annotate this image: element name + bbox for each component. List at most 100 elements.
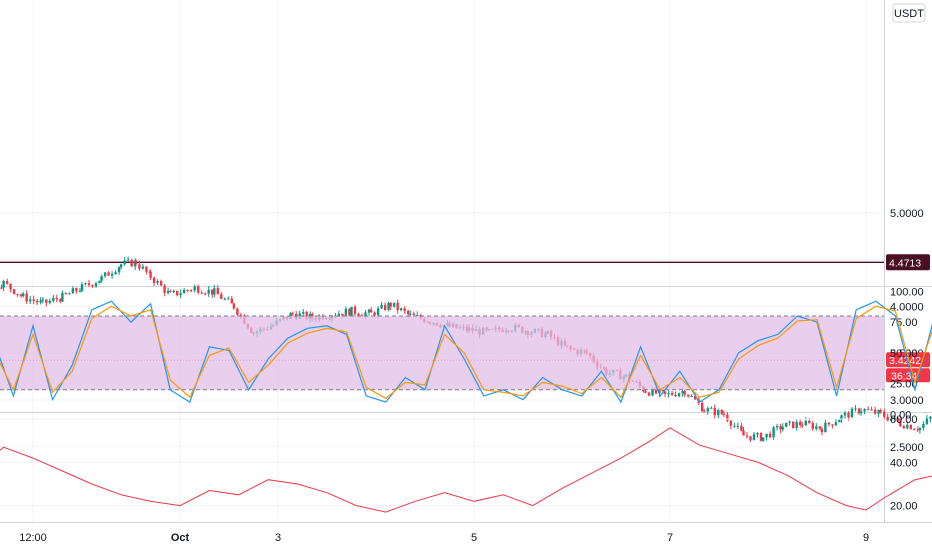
- candle-body: [353, 306, 357, 314]
- candle-body: [239, 314, 243, 316]
- candle-body: [130, 259, 133, 267]
- candle-body: [873, 409, 877, 414]
- candle-body: [756, 433, 759, 435]
- candle-body: [779, 425, 782, 430]
- candle-body: [41, 299, 44, 301]
- candle-body: [889, 419, 893, 421]
- candle-body: [667, 392, 670, 394]
- candle-body: [399, 308, 403, 311]
- candle-body: [75, 288, 78, 292]
- candle-body: [45, 299, 48, 303]
- candle-body: [749, 436, 752, 440]
- candle-body: [48, 300, 51, 303]
- candle-body: [94, 283, 98, 287]
- candle-body: [59, 299, 62, 302]
- candle-body: [22, 293, 25, 297]
- candle-body: [916, 429, 919, 431]
- candle-body: [291, 313, 294, 315]
- candle-body: [772, 427, 775, 438]
- candle-body: [182, 289, 186, 294]
- candle-body: [71, 288, 75, 294]
- candle-body: [929, 416, 932, 419]
- candle-body: [110, 273, 114, 276]
- oscillator-tick-label: 75.00: [890, 317, 918, 329]
- candle-body: [893, 417, 896, 420]
- time-tick-label: 7: [667, 532, 673, 544]
- candle-body: [879, 410, 882, 412]
- candle-body: [186, 289, 189, 291]
- candle-body: [742, 430, 745, 436]
- candle-body: [775, 425, 779, 428]
- oscillator-panel[interactable]: 100.00 75.00 50.00 25.00 0.00: [0, 286, 932, 421]
- price-tick-label: 2.5000: [890, 442, 924, 454]
- candle-body: [838, 419, 841, 423]
- candle-body: [64, 292, 68, 294]
- candle-body: [369, 309, 373, 313]
- candle-body: [169, 291, 172, 293]
- candle-body: [134, 260, 138, 265]
- candle-body: [843, 412, 847, 416]
- candle-body: [337, 313, 341, 316]
- candle-body: [91, 285, 94, 287]
- price-tick-label: 5.0000: [890, 208, 924, 220]
- candle-body: [2, 280, 5, 288]
- candle-body: [152, 277, 156, 283]
- adx-panel[interactable]: 60.00 40.00 20.00: [0, 414, 932, 513]
- candle-body: [117, 267, 121, 273]
- candle-body: [913, 429, 916, 431]
- candle-body: [387, 303, 390, 310]
- candle-body: [886, 416, 889, 421]
- candle-body: [791, 421, 795, 429]
- candle-body: [870, 409, 873, 411]
- candle-body: [149, 271, 152, 278]
- candle-body: [713, 407, 716, 416]
- candle-body: [717, 409, 720, 416]
- candle-body: [827, 422, 831, 425]
- candle-body: [193, 286, 196, 288]
- candle-body: [376, 308, 380, 316]
- candle-body: [107, 272, 110, 276]
- time-tick-label: 3: [275, 532, 281, 544]
- candle-body: [863, 409, 866, 412]
- candle-body: [854, 408, 857, 410]
- currency-button[interactable]: [892, 3, 926, 23]
- candle-body: [866, 409, 870, 411]
- candle-body: [654, 388, 658, 394]
- candle-body: [677, 393, 681, 397]
- candle-body: [647, 392, 651, 396]
- candle-body: [416, 315, 419, 317]
- grid: [32, 0, 867, 522]
- adx-line: [0, 427, 932, 513]
- candle-body: [798, 421, 802, 425]
- candle-body: [804, 420, 807, 426]
- candle-body: [765, 433, 768, 438]
- candle-body: [341, 313, 344, 316]
- candle-body: [859, 411, 863, 414]
- candle-body: [877, 410, 880, 414]
- candle-body: [305, 311, 308, 319]
- candle-body: [159, 281, 163, 286]
- candle-body: [720, 409, 723, 414]
- time-axis[interactable]: 12:00 Oct 3 5 7 9: [19, 532, 869, 544]
- candle-body: [55, 297, 58, 300]
- candle-body: [808, 420, 811, 424]
- candle-body: [357, 313, 360, 316]
- candle-body: [172, 290, 175, 293]
- candle-body: [722, 413, 726, 415]
- candle-body: [658, 389, 661, 394]
- candle-body: [733, 425, 736, 427]
- candle-body: [801, 424, 804, 426]
- candle-body: [163, 285, 166, 293]
- candle-body: [706, 408, 709, 412]
- candle-body: [175, 290, 179, 296]
- candle-body: [380, 304, 383, 309]
- price-tick-label: 3.0000: [890, 395, 924, 407]
- candle-body: [227, 298, 230, 300]
- candle-body: [674, 394, 677, 397]
- candle-body: [815, 426, 818, 429]
- candle-body: [223, 298, 226, 300]
- candle-body: [103, 272, 107, 277]
- oscillator-tick-label: 0.00: [890, 409, 911, 421]
- candle-body: [210, 289, 214, 295]
